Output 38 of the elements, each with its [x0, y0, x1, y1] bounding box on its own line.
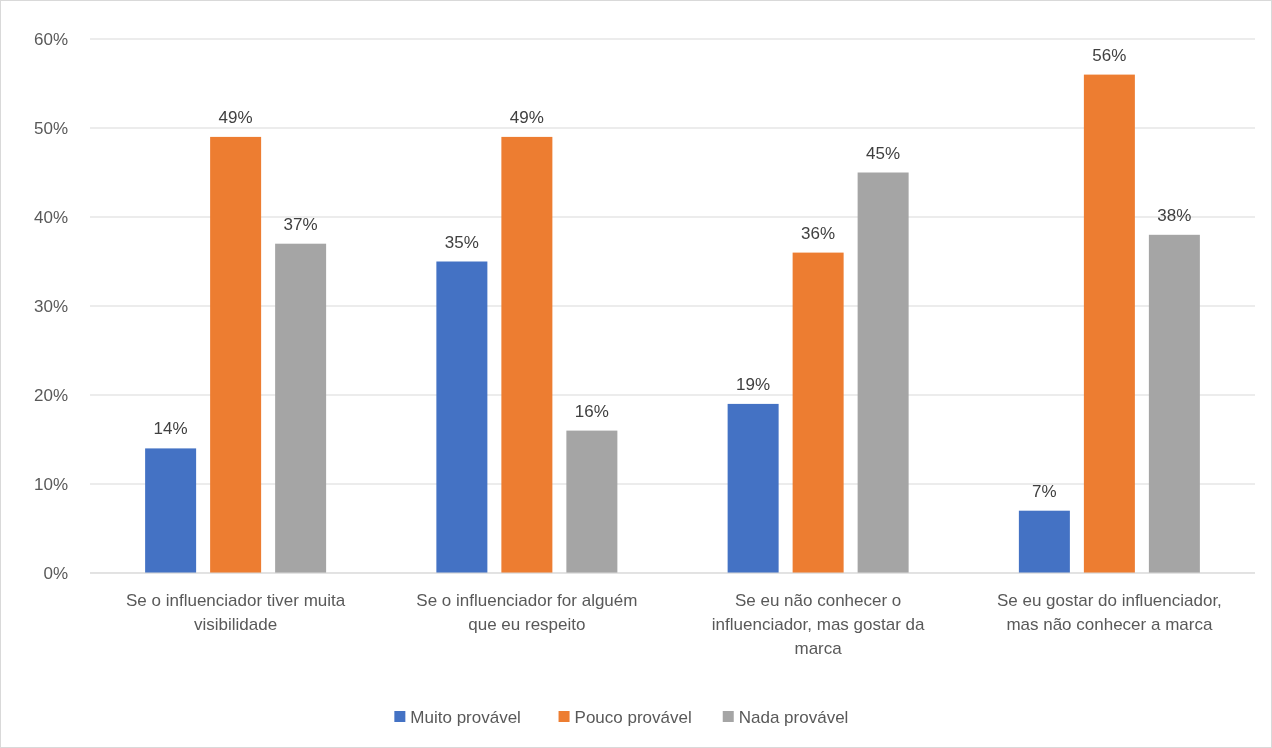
data-label: 16% — [574, 401, 609, 421]
y-tick-label: 50% — [33, 118, 68, 138]
legend-label: Nada provável — [738, 707, 849, 727]
x-tick-label: Se eu não conhecer o influenciador, mas gostar da marca — [711, 591, 925, 658]
y-tick-label: 20% — [33, 385, 68, 405]
x-tick-label: Se eu gostar do influenciador, mas não conhecer a marca — [996, 591, 1222, 634]
y-tick-label: 40% — [33, 207, 68, 227]
bar — [792, 252, 844, 573]
y-tick-label: 10% — [33, 474, 68, 494]
data-label: 49% — [509, 107, 544, 127]
data-label: 7% — [1032, 481, 1057, 501]
data-label: 14% — [153, 419, 188, 439]
y-tick-label: 60% — [33, 29, 68, 49]
bar — [1018, 510, 1070, 573]
data-label: 38% — [1157, 205, 1192, 225]
bar — [1148, 234, 1200, 573]
data-label: 45% — [866, 143, 901, 163]
bar — [1083, 74, 1135, 573]
bar — [275, 243, 327, 573]
data-label: 37% — [283, 214, 318, 234]
data-label: 35% — [444, 232, 479, 252]
data-label: 56% — [1092, 45, 1127, 65]
bar — [501, 136, 553, 573]
data-label: 36% — [801, 223, 836, 243]
bar — [857, 172, 909, 573]
x-tick-label: Se o influenciador tiver muita visibilidade — [126, 591, 346, 634]
bar — [210, 136, 262, 573]
data-label: 19% — [736, 374, 771, 394]
data-label: 49% — [218, 107, 253, 127]
bar — [436, 261, 488, 573]
legend-label: Pouco provável — [574, 707, 692, 727]
y-tick-label: 30% — [33, 296, 68, 316]
x-tick-label: Se o influenciador for alguém que eu respeito — [416, 591, 638, 634]
legend-label: Muito provável — [410, 707, 521, 727]
y-tick-label: 0% — [43, 563, 68, 583]
bar — [145, 448, 197, 573]
bar — [566, 430, 618, 573]
bar — [727, 403, 779, 573]
